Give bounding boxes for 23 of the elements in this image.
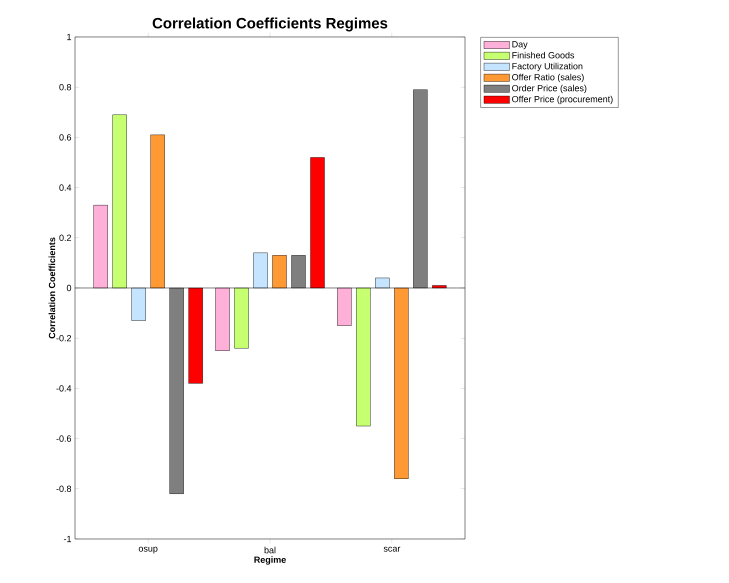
chart-title: Correlation Coefficients Regimes [152,17,388,32]
x-tick-label: osup [138,546,158,554]
y-axis-title: Correlation Coefficients [48,238,56,338]
legend-label: Order Price (sales) [512,84,586,94]
x-tick-label: bal [264,546,276,554]
y-tick-label: -0.6 [56,435,72,442]
legend-label: Finished Goods [512,52,574,58]
x-axis-title: Regime [254,556,286,565]
y-tick-label: 0.2 [59,234,72,241]
legend-label: Offer Price (procurement) [512,96,613,104]
y-tick-label: 0.6 [59,134,72,141]
y-tick-label: 1 [67,34,72,40]
legend-label: Factory Utilization [512,62,582,72]
y-tick-label: -0.2 [56,335,72,342]
x-tick-label: scar [384,546,400,552]
y-tick-label: -0.8 [56,486,72,492]
y-tick-label: -0.4 [56,385,72,392]
legend-label: Day [512,41,528,50]
y-tick-label: 0 [66,284,72,292]
legend-label: Offer Ratio (sales) [512,74,584,82]
y-tick-label: -1 [64,536,72,542]
y-tick-label: 0.4 [59,184,72,191]
y-tick-label: 0.8 [59,84,72,90]
